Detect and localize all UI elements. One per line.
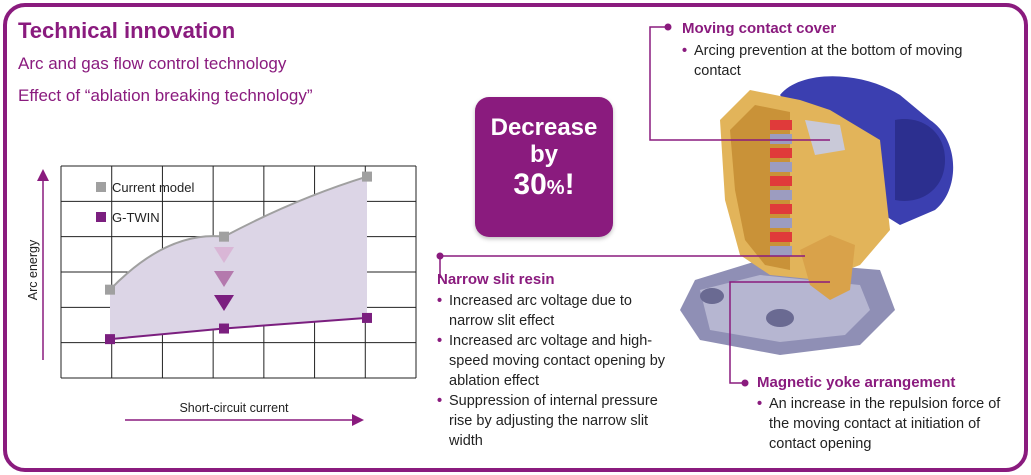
base-hole-center bbox=[766, 309, 794, 327]
leader-dot-narrow-slit-resin bbox=[436, 252, 444, 260]
legend-label-g-twin: G-TWIN bbox=[112, 210, 160, 225]
badge-value-line: 30%! bbox=[475, 169, 613, 201]
slit-plates bbox=[770, 120, 792, 256]
chart-points bbox=[105, 171, 372, 345]
subtitle-technology: Arc and gas flow control technology bbox=[18, 54, 287, 73]
data-point-current-model bbox=[105, 284, 115, 295]
badge-line2: by bbox=[529, 141, 558, 169]
page-title: Technical innovation bbox=[18, 18, 236, 43]
callout-bullets-narrow-slit-resin: Increased arc voltage due to narrow slit… bbox=[437, 291, 677, 451]
bullet-item: Increased arc voltage due to narrow slit… bbox=[437, 291, 677, 331]
callout-bullets-magnetic-yoke: An increase in the repulsion force of th… bbox=[757, 394, 1022, 454]
data-point-g-twin bbox=[219, 323, 229, 334]
callout-title-moving-contact-cover: Moving contact cover bbox=[682, 20, 837, 37]
leader-magnetic-yoke bbox=[729, 281, 830, 384]
bullet-item: Increased arc voltage and high-speed mov… bbox=[437, 331, 677, 391]
decrease-arrow-light bbox=[214, 247, 234, 263]
legend-swatch-current-model bbox=[96, 182, 106, 192]
decrease-arrows bbox=[214, 247, 234, 311]
data-point-current-model bbox=[362, 171, 372, 182]
reduction-area bbox=[110, 176, 367, 340]
bullet-item: Arcing prevention at the bottom of movin… bbox=[682, 41, 1012, 81]
leader-dot-magnetic-yoke bbox=[741, 379, 749, 387]
decrease-arrow-dark bbox=[214, 295, 234, 311]
data-point-g-twin bbox=[362, 312, 372, 323]
moving-contact-cover bbox=[805, 120, 845, 155]
y-axis-label: Arc energy bbox=[26, 239, 40, 300]
callout-title-narrow-slit-resin: Narrow slit resin bbox=[437, 271, 555, 288]
leader-moving-contact-cover bbox=[649, 26, 830, 141]
tan-body-shade bbox=[730, 105, 790, 270]
blue-housing-shade bbox=[895, 119, 945, 201]
badge-value: 30 bbox=[513, 168, 547, 202]
badge-suffix: ! bbox=[564, 168, 575, 202]
badge-line1: Decrease bbox=[490, 114, 598, 141]
data-point-g-twin bbox=[105, 334, 115, 345]
callout-title-magnetic-yoke: Magnetic yoke arrangement bbox=[757, 374, 956, 391]
x-axis-label: Short-circuit current bbox=[179, 401, 289, 415]
magnetic-yoke bbox=[800, 235, 855, 300]
bullet-item: Suppression of internal pressure rise by… bbox=[437, 391, 677, 451]
badge-unit: % bbox=[546, 177, 565, 200]
callout-bullets-moving-contact-cover: Arcing prevention at the bottom of movin… bbox=[682, 41, 1012, 81]
subtitle-effect: Effect of “ablation breaking technology” bbox=[18, 86, 313, 105]
legend-label-current-model: Current model bbox=[112, 180, 194, 195]
data-point-current-model bbox=[219, 231, 229, 242]
decrease-badge: Decrease by 30%! bbox=[475, 97, 613, 237]
bullet-item: An increase in the repulsion force of th… bbox=[757, 394, 1022, 454]
legend-swatch-g-twin bbox=[96, 212, 106, 222]
leader-dot-moving-contact-cover bbox=[664, 23, 672, 31]
decrease-arrow-medium bbox=[214, 271, 234, 287]
base-hole-left bbox=[700, 288, 724, 304]
